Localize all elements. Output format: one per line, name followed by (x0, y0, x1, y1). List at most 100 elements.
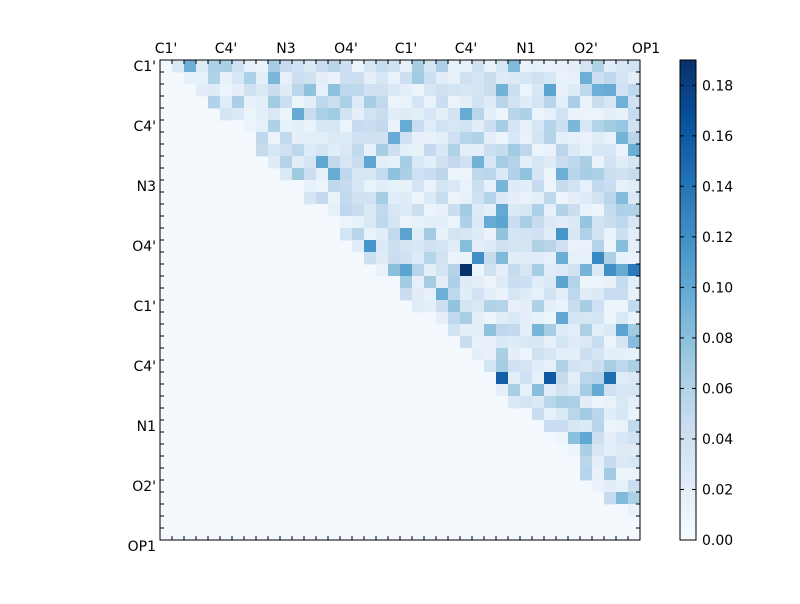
heatmap-cell (304, 192, 317, 205)
heatmap-cell (592, 288, 605, 301)
heatmap-cell (520, 384, 533, 397)
heatmap-cell (556, 60, 569, 73)
heatmap-cell (436, 108, 449, 121)
heatmap-cell (472, 252, 485, 265)
heatmap-cell (616, 84, 629, 97)
heatmap-cell (292, 72, 305, 85)
heatmap-cell (628, 480, 641, 493)
heatmap-cell (256, 120, 269, 133)
heatmap-cell (568, 324, 581, 337)
heatmap-cell (472, 240, 485, 253)
heatmap-cell (424, 96, 437, 109)
heatmap-cell (568, 84, 581, 97)
heatmap-cell (604, 324, 617, 337)
heatmap-cell (388, 228, 401, 241)
heatmap-cell (184, 60, 197, 73)
heatmap-cell (400, 120, 413, 133)
heatmap-cell (592, 360, 605, 373)
heatmap-cell (628, 144, 641, 157)
heatmap-cell (484, 204, 497, 217)
heatmap-cell (436, 204, 449, 217)
heatmap-cell (304, 144, 317, 157)
heatmap-cell (628, 408, 641, 421)
heatmap-cell (400, 60, 413, 73)
heatmap-cell (460, 96, 473, 109)
heatmap-cell (328, 96, 341, 109)
heatmap-cell (316, 180, 329, 193)
heatmap-cell (568, 456, 581, 469)
heatmap-cell (592, 180, 605, 193)
heatmap-cell (376, 132, 389, 145)
heatmap-cell (232, 108, 245, 121)
heatmap-cell (292, 108, 305, 121)
heatmap-cell (316, 192, 329, 205)
heatmap-cell (424, 72, 437, 85)
heatmap-cell (532, 120, 545, 133)
heatmap-cell (388, 72, 401, 85)
heatmap-cell (448, 336, 461, 349)
heatmap-cell (280, 132, 293, 145)
heatmap-cell (376, 216, 389, 229)
colorbar-ticks: 0.00 0.02 0.04 0.06 0.08 0.10 0.12 0.14 0.16 0.18 (680, 78, 733, 549)
heatmap-cell (520, 192, 533, 205)
heatmap-cell (556, 372, 569, 385)
heatmap-cell (496, 156, 509, 169)
heatmap-cell (580, 228, 593, 241)
heatmap-cell (448, 216, 461, 229)
heatmap-cell (544, 240, 557, 253)
heatmap-cell (568, 216, 581, 229)
heatmap-cell (340, 168, 353, 181)
heatmap-cell (580, 264, 593, 277)
heatmap-cell (460, 192, 473, 205)
heatmap-cell (412, 252, 425, 265)
heatmap-cell (424, 276, 437, 289)
heatmap-cell (436, 120, 449, 133)
heatmap-cell (436, 180, 449, 193)
heatmap-cell (592, 324, 605, 337)
heatmap-cell (448, 60, 461, 73)
heatmap-cell (484, 252, 497, 265)
heatmap-cell (280, 120, 293, 133)
heatmap-cell (472, 60, 485, 73)
heatmap-cell (388, 264, 401, 277)
heatmap-cell (532, 348, 545, 361)
heatmap-cell (556, 432, 569, 445)
heatmap-cell (520, 144, 533, 157)
heatmap-cell (604, 348, 617, 361)
heatmap-cell (532, 168, 545, 181)
heatmap-cell (520, 240, 533, 253)
heatmap-cell (568, 384, 581, 397)
heatmap-cell (460, 276, 473, 289)
heatmap-cell (412, 264, 425, 277)
heatmap-cell (448, 300, 461, 313)
heatmap-cell (484, 108, 497, 121)
heatmap-cell (532, 396, 545, 409)
heatmap-cell (184, 72, 197, 85)
heatmap-cell (388, 60, 401, 73)
heatmap-cell (592, 240, 605, 253)
heatmap-cell (352, 216, 365, 229)
heatmap-cell (604, 192, 617, 205)
heatmap-cell (484, 60, 497, 73)
heatmap-cell (556, 396, 569, 409)
heatmap-cell (268, 144, 281, 157)
heatmap-cell (220, 84, 233, 97)
heatmap-cell (400, 72, 413, 85)
heatmap-cell (472, 168, 485, 181)
heatmap-cell (472, 120, 485, 133)
x-tick-label: O4' (334, 41, 358, 57)
heatmap-cell (448, 240, 461, 253)
colorbar-tick-label: 0.08 (702, 331, 733, 347)
colorbar-tick-label: 0.06 (702, 381, 733, 397)
heatmap-cell (532, 360, 545, 373)
heatmap-cell (352, 228, 365, 241)
heatmap-cell (568, 60, 581, 73)
heatmap-cell (280, 96, 293, 109)
heatmap-cell (484, 168, 497, 181)
heatmap-cell (520, 60, 533, 73)
axis-tick-labels: C1' C1' C4' C4' N3 N3 O4' O4' C1' C1' C4' C4' N1 N1 O2… (128, 41, 661, 555)
heatmap-cell (508, 300, 521, 313)
heatmap-cell (556, 228, 569, 241)
heatmap-cell (544, 360, 557, 373)
heatmap-cell (532, 84, 545, 97)
